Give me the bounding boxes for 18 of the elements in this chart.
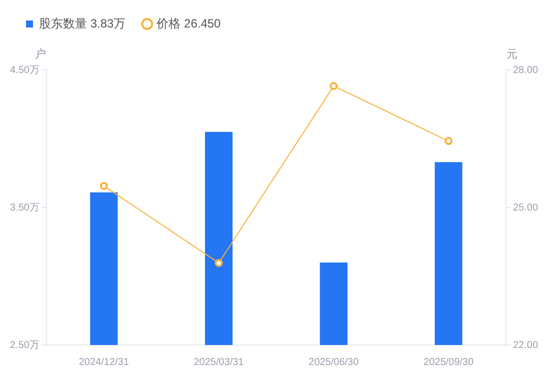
x-tick-label: 2025/09/30 bbox=[424, 356, 474, 368]
point bbox=[330, 82, 338, 90]
y2-tick-label: 22.00 bbox=[512, 340, 538, 351]
point bbox=[214, 258, 223, 267]
x-tick-label: 2024/12/31 bbox=[78, 356, 130, 368]
y2-axis-title: 元 bbox=[506, 48, 518, 61]
point bbox=[444, 137, 453, 146]
y-axis-title: 户 bbox=[34, 48, 46, 61]
x-tick-label: 2025/03/31 bbox=[194, 356, 244, 368]
legend-label: 价格 26.450 bbox=[156, 16, 222, 30]
y2-tick-label: 25.00 bbox=[512, 202, 538, 214]
y-tick-label: 2.50万 bbox=[10, 340, 40, 351]
y-tick-label: 4.50万 bbox=[10, 64, 40, 76]
y-tick-label: 3.50万 bbox=[10, 202, 40, 214]
x-tick-label: 2025/06/30 bbox=[308, 356, 360, 368]
y2-tick-label: 28.00 bbox=[512, 64, 538, 76]
point bbox=[100, 182, 108, 190]
legend-label: 股东数量 3.83万 bbox=[39, 16, 126, 30]
